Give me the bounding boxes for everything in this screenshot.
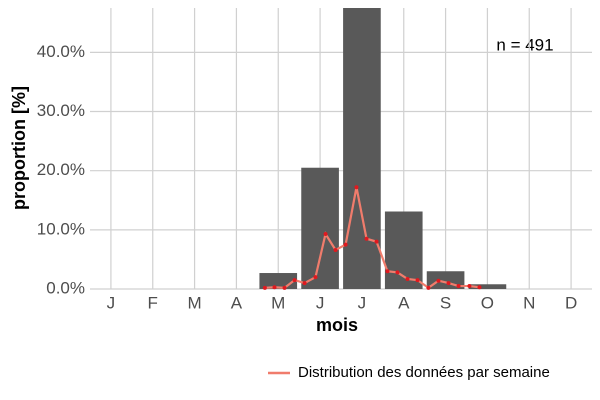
weekly-point <box>477 285 482 290</box>
weekly-point <box>354 185 359 190</box>
bar <box>468 284 507 289</box>
weekly-point <box>385 269 390 274</box>
x-tick-label: S <box>440 293 451 312</box>
weekly-point <box>323 231 328 236</box>
y-tick-label: 30.0% <box>37 101 85 120</box>
weekly-point <box>467 284 472 289</box>
x-tick-label: M <box>187 293 201 312</box>
weekly-point <box>292 278 297 283</box>
weekly-point <box>395 270 400 275</box>
weekly-point <box>436 278 441 283</box>
x-tick-label: M <box>271 293 285 312</box>
weekly-point <box>333 247 338 252</box>
weekly-point <box>426 285 431 290</box>
bar <box>301 167 339 289</box>
x-tick-label: O <box>481 293 494 312</box>
weekly-point <box>282 285 287 290</box>
y-tick-label: 20.0% <box>37 160 85 179</box>
weekly-point <box>262 285 267 290</box>
bar <box>343 8 381 289</box>
y-tick-label: 0.0% <box>46 278 85 297</box>
weekly-point <box>374 239 379 244</box>
y-tick-label: 40.0% <box>37 42 85 61</box>
x-tick-label: A <box>231 293 243 312</box>
annotation: n = 491 <box>496 35 553 54</box>
legend-label: Distribution des données par semaine <box>298 364 550 381</box>
x-tick-label: A <box>398 293 410 312</box>
x-axis-label: mois <box>316 315 358 335</box>
weekly-point <box>313 275 318 280</box>
weekly-point <box>272 285 277 290</box>
x-tick-label: N <box>523 293 535 312</box>
x-tick-label: D <box>565 293 577 312</box>
x-tick-label: J <box>107 293 116 312</box>
weekly-point <box>405 276 410 281</box>
weekly-point <box>446 281 451 286</box>
y-tick-label: 10.0% <box>37 219 85 238</box>
weekly-line <box>264 187 480 290</box>
weekly-point <box>456 284 461 289</box>
weekly-point <box>343 242 348 247</box>
weekly-point <box>364 236 369 241</box>
x-tick-label: J <box>316 293 325 312</box>
x-tick-label: J <box>358 293 367 312</box>
y-axis-label: proportion [%] <box>9 86 29 210</box>
weekly-point <box>415 278 420 283</box>
weekly-point <box>302 281 307 286</box>
x-tick-label: F <box>148 293 158 312</box>
